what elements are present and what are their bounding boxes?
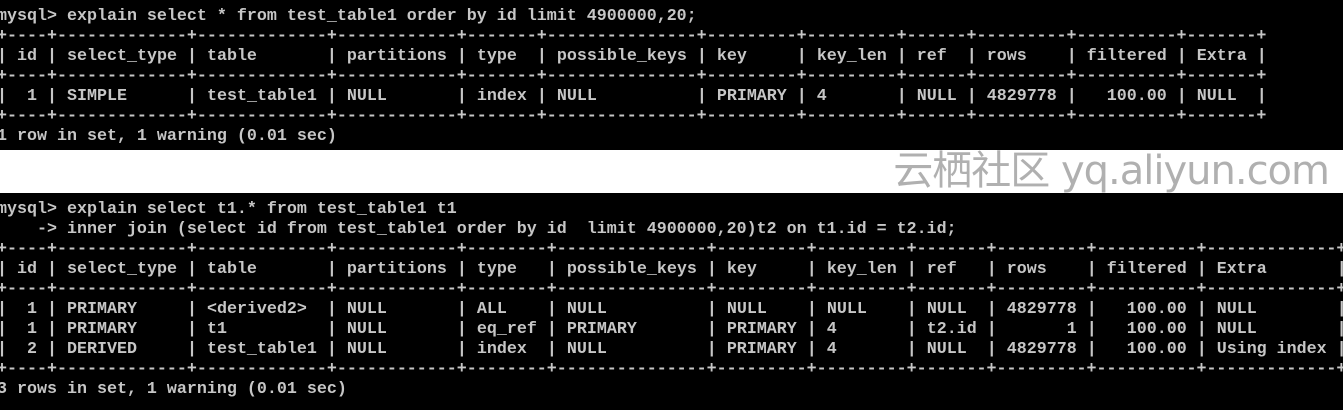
terminal-output: mysql> explain select t1.* from test_tab…: [0, 200, 1343, 400]
table-cell: 100.00: [1126, 300, 1187, 319]
table-cell: NULL: [346, 300, 387, 319]
column-header: type: [476, 260, 517, 279]
table-cell: 100.00: [1126, 320, 1187, 339]
column-header: rows: [986, 47, 1027, 66]
table-cell: NULL: [556, 87, 597, 106]
table-row: | 2 | DERIVED | test_table1 | NULL | ind…: [0, 340, 1343, 359]
table-cell: ALL: [476, 300, 507, 319]
column-header: type: [476, 47, 517, 66]
column-header: select_type: [67, 260, 177, 279]
table-cell: 4: [826, 320, 837, 339]
table-cell: NULL: [916, 87, 957, 106]
table-cell: NULL: [566, 340, 607, 359]
table-cell: NULL: [926, 300, 967, 319]
table-row: | 1 | PRIMARY | t1 | NULL | eq_ref | PRI…: [0, 320, 1343, 339]
column-header: ref: [916, 47, 947, 66]
table-cell: NULL: [926, 340, 967, 359]
table-cell: 1: [1066, 320, 1077, 339]
column-header: possible_keys: [556, 47, 687, 66]
table-cell: test_table1: [206, 87, 317, 106]
column-header: Extra: [1196, 47, 1247, 66]
column-header: key: [716, 47, 747, 66]
column-header: key_len: [826, 260, 897, 279]
table-cell: 100.00: [1106, 87, 1167, 106]
table-border: +----+-------------+-------------+------…: [0, 27, 1267, 46]
column-header: partitions: [346, 260, 447, 279]
table-cell: 2: [27, 340, 37, 359]
column-header: possible_keys: [566, 260, 697, 279]
table-cell: 4: [826, 340, 837, 359]
table-cell: NULL: [1196, 87, 1237, 106]
table-header-row: | id | select_type | table | partitions …: [0, 47, 1267, 66]
terminal-panel-2: mysql> explain select t1.* from test_tab…: [0, 193, 1343, 410]
column-header: partitions: [346, 47, 447, 66]
table-cell: NULL: [346, 87, 387, 106]
table-cell: <derived2>: [206, 300, 307, 319]
table-cell: NULL: [566, 300, 607, 319]
column-header: rows: [1006, 260, 1047, 279]
column-header: ref: [926, 260, 957, 279]
table-border: +----+-------------+-------------+------…: [0, 280, 1343, 299]
table-border: +----+-------------+-------------+------…: [0, 240, 1343, 259]
table-cell: index: [476, 340, 527, 359]
table-cell: NULL: [1216, 320, 1257, 339]
column-header: select_type: [67, 47, 177, 66]
command-line: mysql> explain select t1.* from test_tab…: [0, 200, 457, 219]
table-cell: NULL: [346, 320, 387, 339]
table-cell: 1: [27, 320, 37, 339]
table-cell: eq_ref: [476, 320, 537, 339]
terminal-panel-1: mysql> explain select * from test_table1…: [0, 0, 1343, 150]
table-row: | 1 | SIMPLE | test_table1 | NULL | inde…: [0, 87, 1267, 106]
terminal-output: mysql> explain select * from test_table1…: [0, 7, 1267, 147]
column-header: id: [17, 260, 37, 279]
table-cell: PRIMARY: [716, 87, 787, 106]
table-cell: 4829778: [986, 87, 1057, 106]
column-header: table: [206, 47, 257, 66]
table-cell: t1: [206, 320, 227, 339]
table-cell: Using index: [1216, 340, 1327, 359]
table-cell: 1: [27, 87, 37, 106]
table-cell: PRIMARY: [67, 320, 137, 339]
table-cell: test_table1: [206, 340, 317, 359]
table-header-row: | id | select_type | table | partitions …: [0, 260, 1343, 279]
table-cell: index: [476, 87, 527, 106]
column-header: Extra: [1216, 260, 1267, 279]
column-header: key_len: [816, 47, 887, 66]
table-cell: NULL: [1216, 300, 1257, 319]
table-border: +----+-------------+-------------+------…: [0, 67, 1267, 86]
table-cell: NULL: [726, 300, 767, 319]
column-header: filtered: [1086, 47, 1167, 66]
column-header: key: [726, 260, 757, 279]
command-line: mysql> explain select * from test_table1…: [0, 7, 697, 26]
column-header: id: [17, 47, 37, 66]
table-cell: NULL: [826, 300, 867, 319]
table-cell: NULL: [346, 340, 387, 359]
table-cell: PRIMARY: [726, 340, 797, 359]
table-cell: 1: [27, 300, 37, 319]
column-header: filtered: [1106, 260, 1187, 279]
table-row: | 1 | PRIMARY | <derived2> | NULL | ALL …: [0, 300, 1343, 319]
result-footer: 1 row in set, 1 warning (0.01 sec): [0, 127, 337, 146]
table-cell: PRIMARY: [566, 320, 637, 339]
table-cell: 100.00: [1126, 340, 1187, 359]
table-cell: 4829778: [1006, 340, 1077, 359]
table-cell: PRIMARY: [67, 300, 137, 319]
watermark-logo: 云栖社区 yq.aliyun.com: [893, 148, 1330, 194]
command-line: -> inner join (select id from test_table…: [0, 220, 957, 239]
table-cell: DERIVED: [67, 340, 137, 359]
table-cell: 4829778: [1006, 300, 1077, 319]
column-header: table: [206, 260, 257, 279]
table-border: +----+-------------+-------------+------…: [0, 107, 1267, 126]
result-footer: 3 rows in set, 1 warning (0.01 sec): [0, 380, 347, 399]
table-cell: 4: [816, 87, 827, 106]
table-border: +----+-------------+-------------+------…: [0, 360, 1343, 379]
table-cell: PRIMARY: [726, 320, 797, 339]
table-cell: t2.id: [926, 320, 977, 339]
table-cell: SIMPLE: [67, 87, 127, 106]
